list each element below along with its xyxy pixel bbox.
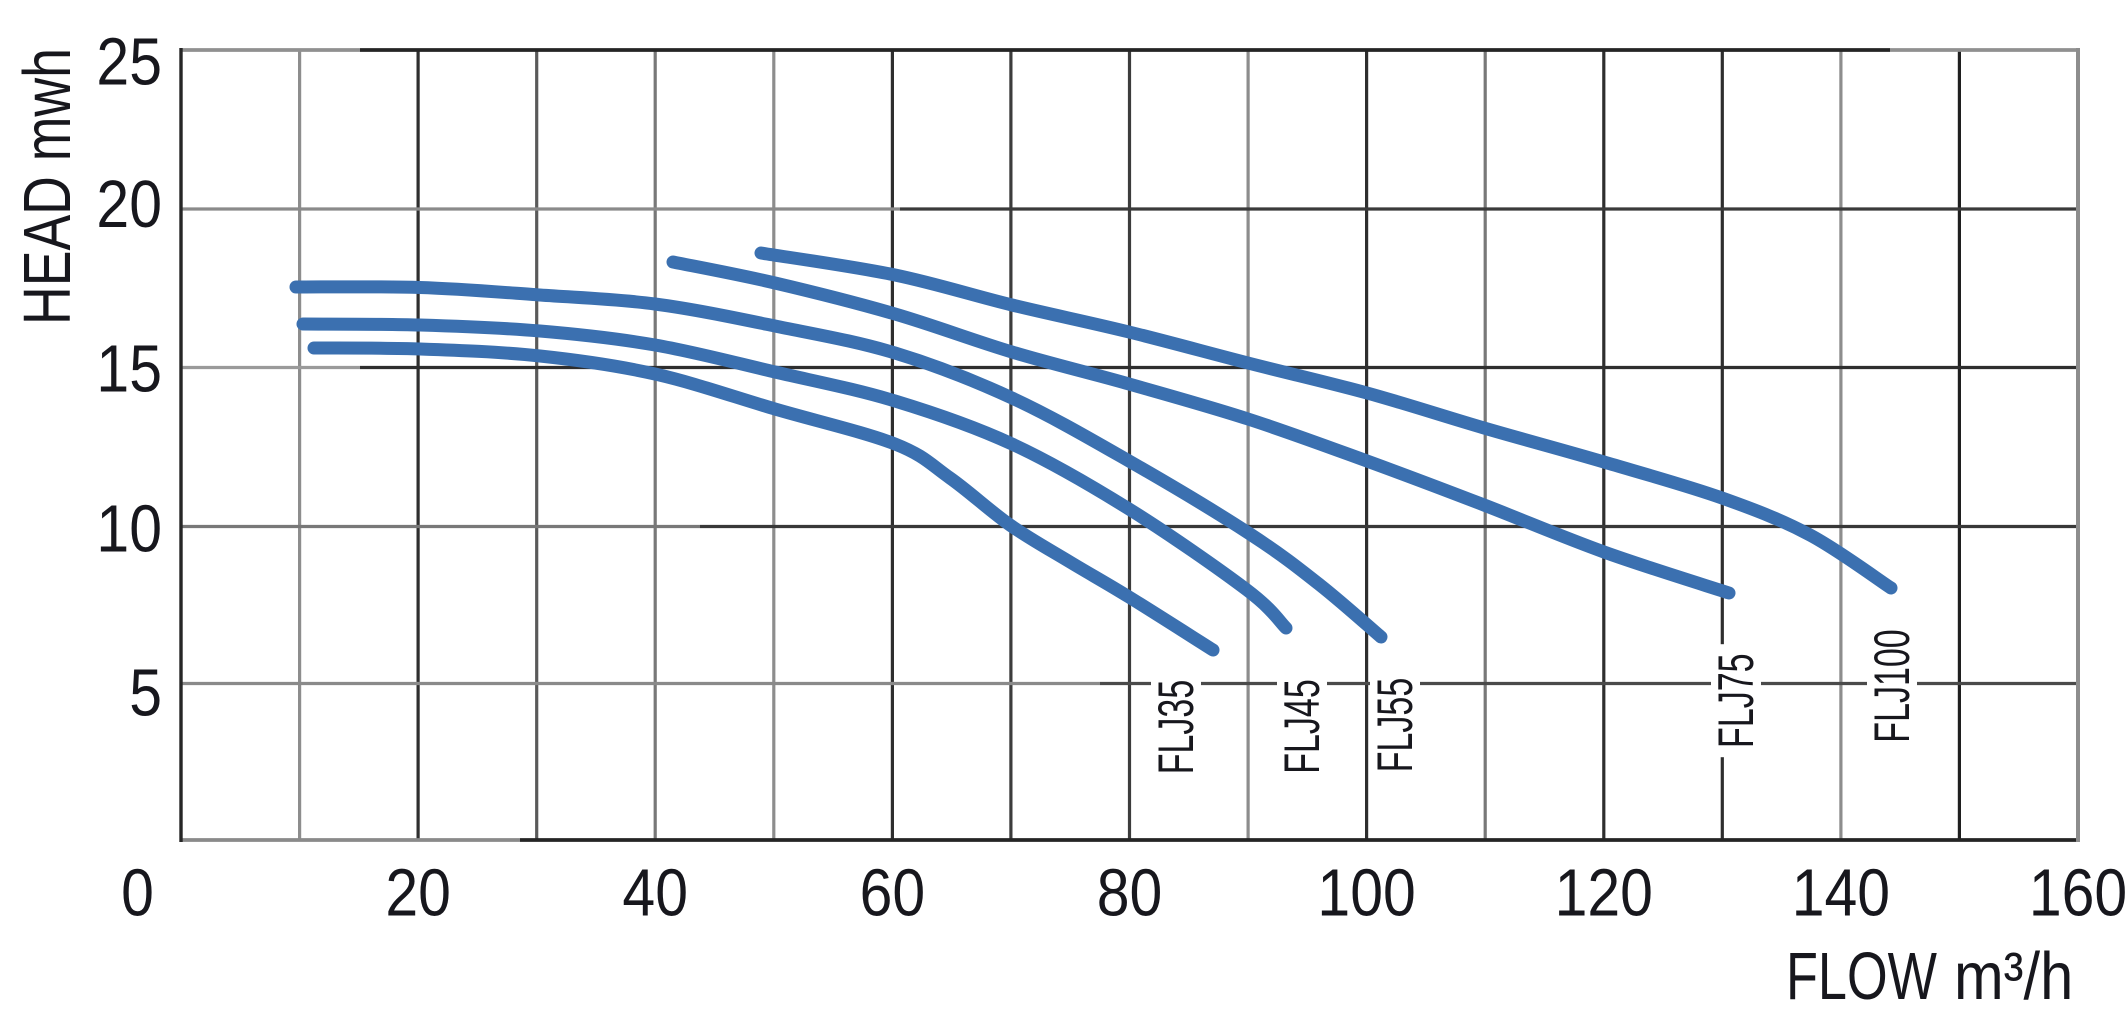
svg-text:140: 140 — [1792, 856, 1890, 930]
svg-text:m³/h: m³/h — [1954, 940, 2073, 1012]
svg-text:120: 120 — [1555, 856, 1653, 930]
svg-text:20: 20 — [385, 856, 451, 930]
svg-text:FLJ75: FLJ75 — [1709, 653, 1765, 747]
svg-text:FLJ100: FLJ100 — [1865, 629, 1921, 742]
svg-text:10: 10 — [96, 492, 162, 566]
svg-text:FLJ35: FLJ35 — [1149, 680, 1205, 774]
svg-text:0: 0 — [121, 856, 154, 930]
svg-text:160: 160 — [2029, 856, 2126, 930]
svg-text:25: 25 — [96, 25, 162, 99]
svg-text:FLJ55: FLJ55 — [1368, 678, 1424, 772]
svg-text:FLOW: FLOW — [1786, 939, 1937, 1012]
svg-text:60: 60 — [860, 856, 926, 930]
svg-text:5: 5 — [129, 656, 162, 730]
svg-text:HEAD mwh: HEAD mwh — [9, 48, 84, 325]
svg-text:15: 15 — [96, 332, 162, 406]
svg-text:FLJ45: FLJ45 — [1275, 679, 1331, 773]
svg-text:80: 80 — [1097, 856, 1163, 930]
svg-text:100: 100 — [1317, 856, 1415, 930]
svg-text:20: 20 — [96, 167, 162, 241]
svg-text:40: 40 — [622, 856, 688, 930]
